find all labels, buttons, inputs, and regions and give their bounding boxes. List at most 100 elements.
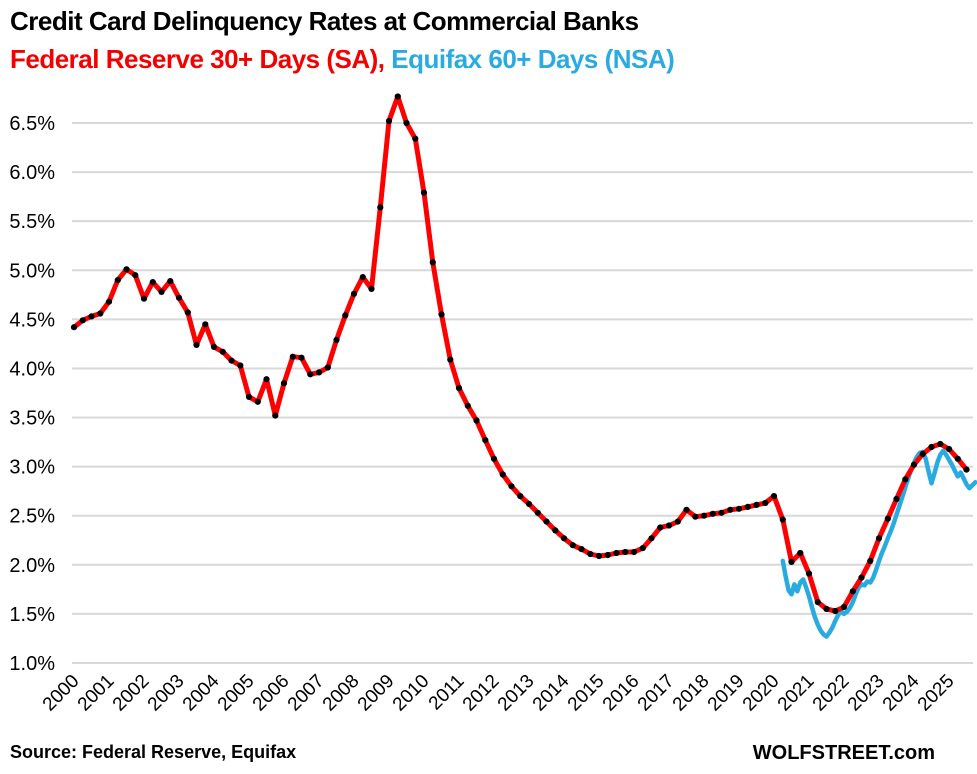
equifax-series-line [780, 448, 977, 639]
legend-equifax-series-label: Equifax 60+ Days (NSA) [391, 44, 675, 74]
fed-data-point-marker [840, 603, 848, 611]
fed-data-point-marker [455, 385, 463, 392]
fed-data-point-marker [508, 483, 515, 490]
fed-data-point-marker [193, 341, 200, 348]
fed-data-point-marker [534, 509, 541, 516]
fed-series-line [71, 94, 969, 614]
fed-data-point-marker [403, 119, 410, 127]
fed-data-point-marker [377, 204, 384, 211]
fed-data-point-marker [228, 357, 235, 364]
fed-data-point-marker [202, 321, 209, 328]
fed-data-point-marker [394, 93, 401, 100]
fed-data-point-marker [359, 274, 366, 281]
fed-data-point-marker [114, 277, 121, 284]
fed-data-point-marker [797, 549, 804, 557]
fed-data-point-marker [700, 512, 708, 519]
fed-data-point-marker [105, 298, 113, 305]
fed-data-point-marker [858, 574, 865, 581]
fed-data-point-marker [552, 527, 559, 534]
x-axis-year-label: 2004 [179, 670, 224, 715]
fed-data-point-marker [875, 535, 883, 542]
x-axis-year-label: 2008 [319, 671, 364, 716]
y-axis-tick-label: 5.0% [9, 260, 55, 282]
fed-data-point-marker [674, 518, 681, 525]
fed-data-point-marker [814, 599, 821, 606]
x-axis-year-label: 2010 [389, 671, 434, 716]
fed-data-point-marker [184, 309, 191, 316]
legend-fed-series-label: Federal Reserve 30+ Days (SA), [10, 44, 385, 74]
fed-data-point-marker [385, 117, 393, 125]
y-axis-tick-label: 4.0% [9, 358, 55, 380]
fed-data-point-marker [718, 509, 725, 516]
fed-data-point-marker [692, 513, 699, 520]
fed-data-point-marker [613, 549, 620, 557]
x-axis-year-label: 2000 [39, 671, 84, 716]
fed-data-point-marker [735, 505, 743, 512]
fed-data-point-marker [665, 522, 673, 529]
fed-data-point-marker [263, 376, 270, 383]
x-axis-year-label: 2016 [599, 671, 644, 716]
fed-data-point-marker [823, 605, 830, 613]
fed-data-point-marker [604, 551, 611, 559]
brand-wolfstreet: WOLFSTREET.com [752, 742, 935, 764]
fed-data-point-marker [149, 279, 156, 286]
fed-data-point-marker [954, 455, 961, 462]
x-axis-year-label: 2011 [425, 671, 469, 715]
y-axis-tick-label: 4.5% [9, 309, 55, 331]
fed-data-point-marker [683, 506, 690, 513]
fed-data-point-marker [429, 259, 436, 266]
x-axis-year-label: 2012 [459, 671, 504, 716]
fed-data-point-marker [298, 354, 305, 361]
fed-data-point-marker [919, 450, 926, 457]
source-note: Source: Federal Reserve, Equifax [10, 742, 297, 762]
y-axis-tick-label: 1.5% [9, 604, 55, 626]
x-axis-year-label: 2019 [704, 671, 749, 716]
fed-data-point-marker [368, 285, 375, 292]
x-axis-year-label: 2001 [74, 671, 119, 716]
x-axis-year-label: 2025 [914, 671, 959, 716]
fed-data-point-marker [97, 310, 104, 317]
y-axis-tick-label: 3.0% [9, 457, 55, 479]
fed-data-point-marker [307, 371, 314, 378]
fed-data-point-marker [438, 311, 445, 318]
x-axis-year-label: 2015 [564, 671, 609, 716]
fed-data-point-marker [333, 336, 340, 344]
fed-data-point-marker [762, 499, 769, 507]
fed-data-point-marker [499, 471, 506, 478]
fed-data-point-marker [315, 369, 323, 376]
fed-data-point-marker [324, 364, 331, 371]
x-axis-year-label: 2009 [354, 671, 399, 716]
y-axis-tick-label: 6.5% [9, 113, 55, 135]
fed-data-point-marker [963, 466, 970, 473]
chart-subtitle: Federal Reserve 30+ Days (SA), Equifax 6… [10, 44, 675, 75]
y-axis-tick-label: 3.5% [9, 408, 55, 430]
y-axis-tick-label: 5.5% [9, 211, 55, 233]
fed-data-point-marker [123, 266, 130, 273]
fed-data-point-marker [79, 317, 86, 324]
fed-data-point-marker [342, 312, 349, 319]
fed-data-point-marker [447, 356, 454, 363]
fed-data-point-marker [517, 493, 524, 500]
x-axis-year-label: 2023 [844, 671, 889, 716]
fed-data-point-marker [482, 437, 489, 444]
fed-data-point-marker [88, 313, 95, 320]
x-axis-year-label: 2005 [214, 671, 259, 716]
x-axis-year-label: 2024 [879, 670, 924, 715]
y-axis-tick-label: 1.0% [9, 653, 55, 675]
x-axis-year-label: 2003 [144, 671, 189, 716]
fed-data-point-marker [805, 570, 813, 577]
y-axis-tick-label: 2.0% [9, 555, 55, 577]
x-axis-year-label: 2006 [249, 671, 294, 716]
fed-data-point-marker [132, 272, 139, 279]
fed-data-point-marker [289, 353, 296, 360]
fed-data-point-marker [578, 546, 585, 553]
fed-data-point-marker [464, 402, 471, 409]
fed-data-point-marker [412, 135, 419, 142]
x-axis-year-label: 2002 [109, 671, 154, 716]
fed-data-point-marker [560, 535, 568, 542]
x-axis-year-label: 2020 [739, 671, 784, 716]
x-axis-year-label: 2018 [669, 671, 714, 716]
fed-data-point-marker [543, 518, 550, 525]
